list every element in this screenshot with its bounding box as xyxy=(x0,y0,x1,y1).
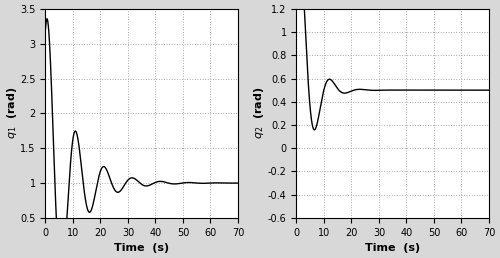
Y-axis label: $q_2$  (rad): $q_2$ (rad) xyxy=(252,87,266,140)
X-axis label: Time  (s): Time (s) xyxy=(365,243,420,253)
Y-axis label: $q_1$  (rad): $q_1$ (rad) xyxy=(5,87,19,140)
X-axis label: Time  (s): Time (s) xyxy=(114,243,170,253)
